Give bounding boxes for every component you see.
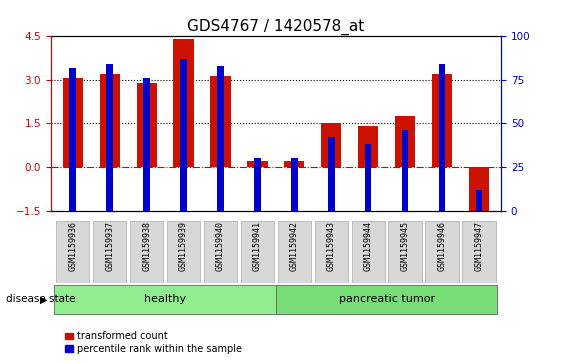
Bar [69,68,76,211]
Bar [180,59,187,211]
Bar [321,123,341,167]
Legend: transformed count, percentile rank within the sample: transformed count, percentile rank withi… [61,327,245,358]
Bar [328,137,334,211]
Text: GSM1159942: GSM1159942 [290,221,299,272]
FancyBboxPatch shape [462,221,495,283]
Bar [217,66,224,211]
FancyBboxPatch shape [55,285,276,314]
Bar [62,78,83,167]
Text: GSM1159939: GSM1159939 [179,221,188,272]
Bar [136,83,157,167]
Bar [402,130,408,211]
Text: pancreatic tumor: pancreatic tumor [338,294,435,305]
Text: ▶: ▶ [41,294,48,305]
FancyBboxPatch shape [93,221,126,283]
FancyBboxPatch shape [315,221,348,283]
Bar [144,78,150,211]
Title: GDS4767 / 1420578_at: GDS4767 / 1420578_at [187,19,364,35]
Bar [291,158,298,211]
Text: GSM1159945: GSM1159945 [401,221,410,272]
Text: GSM1159943: GSM1159943 [327,221,336,272]
Bar [358,126,378,167]
Bar [439,64,445,211]
Text: GSM1159941: GSM1159941 [253,221,262,272]
Text: GSM1159937: GSM1159937 [105,221,114,272]
FancyBboxPatch shape [167,221,200,283]
Bar [432,74,452,167]
FancyBboxPatch shape [388,221,422,283]
Text: GSM1159936: GSM1159936 [68,221,77,272]
Bar [106,64,113,211]
FancyBboxPatch shape [351,221,385,283]
Bar [211,76,231,167]
Bar [395,116,415,167]
Text: GSM1159946: GSM1159946 [437,221,446,272]
Text: GSM1159944: GSM1159944 [364,221,373,272]
FancyBboxPatch shape [276,285,497,314]
Text: healthy: healthy [144,294,186,305]
Text: GSM1159947: GSM1159947 [475,221,484,272]
Bar [254,158,261,211]
FancyBboxPatch shape [278,221,311,283]
FancyBboxPatch shape [426,221,459,283]
Bar [476,189,482,211]
Bar [173,39,194,167]
Bar [100,74,120,167]
FancyBboxPatch shape [241,221,274,283]
FancyBboxPatch shape [204,221,237,283]
FancyBboxPatch shape [56,221,90,283]
Bar [365,144,372,211]
Text: GSM1159940: GSM1159940 [216,221,225,272]
Bar [469,167,489,212]
Text: GSM1159938: GSM1159938 [142,221,151,272]
Bar [247,161,267,167]
FancyBboxPatch shape [130,221,163,283]
Text: disease state: disease state [6,294,75,305]
Bar [284,160,305,167]
